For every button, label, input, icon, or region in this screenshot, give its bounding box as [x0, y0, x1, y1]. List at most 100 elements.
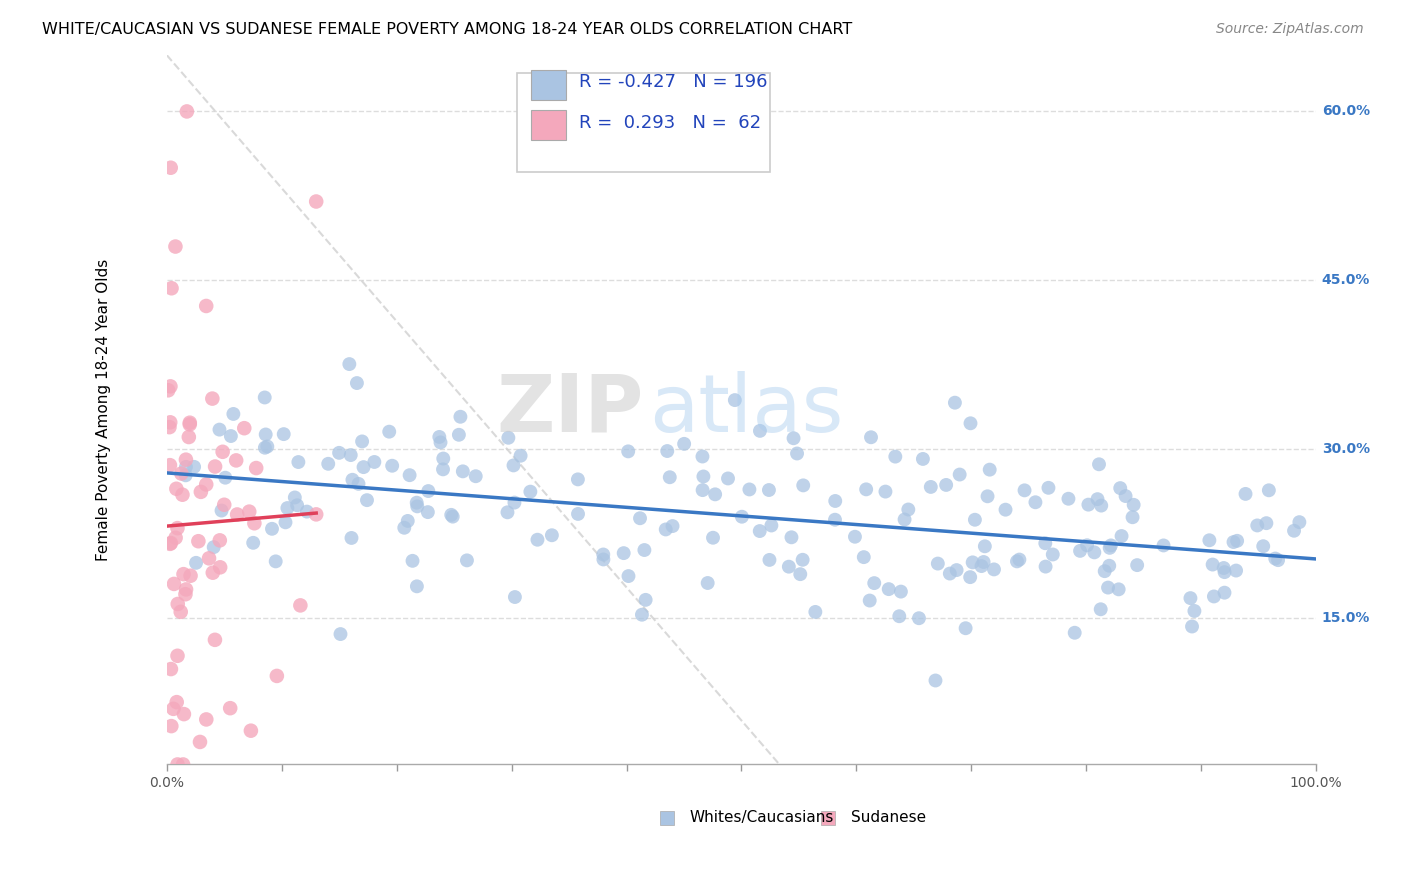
Point [1090, 602, 1112, 616]
Point [1108, 582, 1130, 597]
Point [245, 461, 267, 475]
Point [1035, 559, 1057, 574]
Point [502, 458, 524, 473]
Point [176, 104, 198, 119]
Point [1212, 561, 1234, 575]
Point [1213, 585, 1236, 599]
Point [959, 570, 981, 584]
Point [165, 239, 187, 253]
FancyBboxPatch shape [517, 73, 770, 172]
Point [1109, 481, 1132, 495]
Point [219, 701, 242, 715]
Point [441, 509, 464, 524]
Point [418, 484, 440, 499]
Point [1122, 510, 1144, 524]
Point [1111, 529, 1133, 543]
Point [172, 757, 194, 772]
Point [160, 662, 183, 676]
Point [509, 449, 531, 463]
Text: ZIP: ZIP [496, 371, 644, 449]
Point [731, 509, 754, 524]
Point [877, 582, 900, 596]
Point [973, 555, 995, 569]
Point [305, 194, 328, 209]
Point [1202, 590, 1225, 604]
Point [285, 498, 308, 512]
Point [165, 531, 187, 545]
Point [617, 569, 640, 583]
Point [398, 468, 420, 483]
Point [692, 469, 714, 483]
Point [792, 553, 814, 567]
Point [264, 554, 287, 568]
Point [613, 546, 636, 560]
Point [1256, 516, 1278, 531]
Point [451, 464, 474, 478]
Point [166, 597, 188, 611]
Point [889, 609, 911, 624]
Point [908, 611, 931, 625]
Point [976, 489, 998, 503]
Point [378, 425, 401, 439]
Point [201, 392, 224, 406]
Point [328, 446, 350, 460]
Point [201, 566, 224, 580]
Point [780, 530, 803, 544]
Point [219, 429, 242, 443]
Point [447, 427, 470, 442]
Point [633, 543, 655, 558]
Point [1099, 538, 1122, 552]
Point [159, 415, 181, 429]
Point [449, 409, 471, 424]
Point [363, 455, 385, 469]
Text: R = -0.427   N = 196: R = -0.427 N = 196 [579, 73, 768, 91]
Point [166, 695, 188, 709]
Point [1038, 481, 1060, 495]
Point [863, 576, 886, 591]
Point [172, 488, 194, 502]
Point [631, 607, 654, 622]
Point [1251, 539, 1274, 553]
Point [1226, 533, 1249, 548]
Point [658, 470, 681, 484]
Point [284, 491, 307, 505]
Text: 60.0%: 60.0% [1322, 104, 1369, 119]
Point [1257, 483, 1279, 498]
Point [1246, 518, 1268, 533]
Point [1077, 498, 1099, 512]
Text: R =  0.293   N =  62: R = 0.293 N = 62 [579, 113, 762, 131]
Point [1076, 538, 1098, 552]
Text: 45.0%: 45.0% [1322, 273, 1371, 287]
Point [592, 552, 614, 566]
Point [859, 430, 882, 444]
Point [749, 424, 772, 438]
Text: Sudanese: Sudanese [851, 810, 925, 825]
Point [890, 584, 912, 599]
Point [254, 427, 277, 442]
Point [782, 431, 804, 445]
Point [253, 441, 276, 455]
Point [1225, 564, 1247, 578]
Point [973, 539, 995, 553]
FancyBboxPatch shape [531, 70, 565, 100]
Point [179, 417, 201, 432]
Point [1005, 554, 1028, 568]
Point [163, 577, 186, 591]
Point [1264, 551, 1286, 566]
Point [979, 463, 1001, 477]
Point [396, 514, 419, 528]
Point [738, 483, 761, 497]
Point [1008, 552, 1031, 566]
Point [935, 478, 957, 492]
Point [346, 376, 368, 390]
Point [702, 531, 724, 545]
Point [692, 483, 714, 497]
Point [406, 579, 429, 593]
Point [260, 522, 283, 536]
Point [628, 511, 651, 525]
Point [1198, 533, 1220, 548]
Point [274, 516, 297, 530]
Point [177, 430, 200, 444]
Text: Female Poverty Among 18-24 Year Olds: Female Poverty Among 18-24 Year Olds [96, 259, 111, 561]
Point [160, 281, 183, 295]
